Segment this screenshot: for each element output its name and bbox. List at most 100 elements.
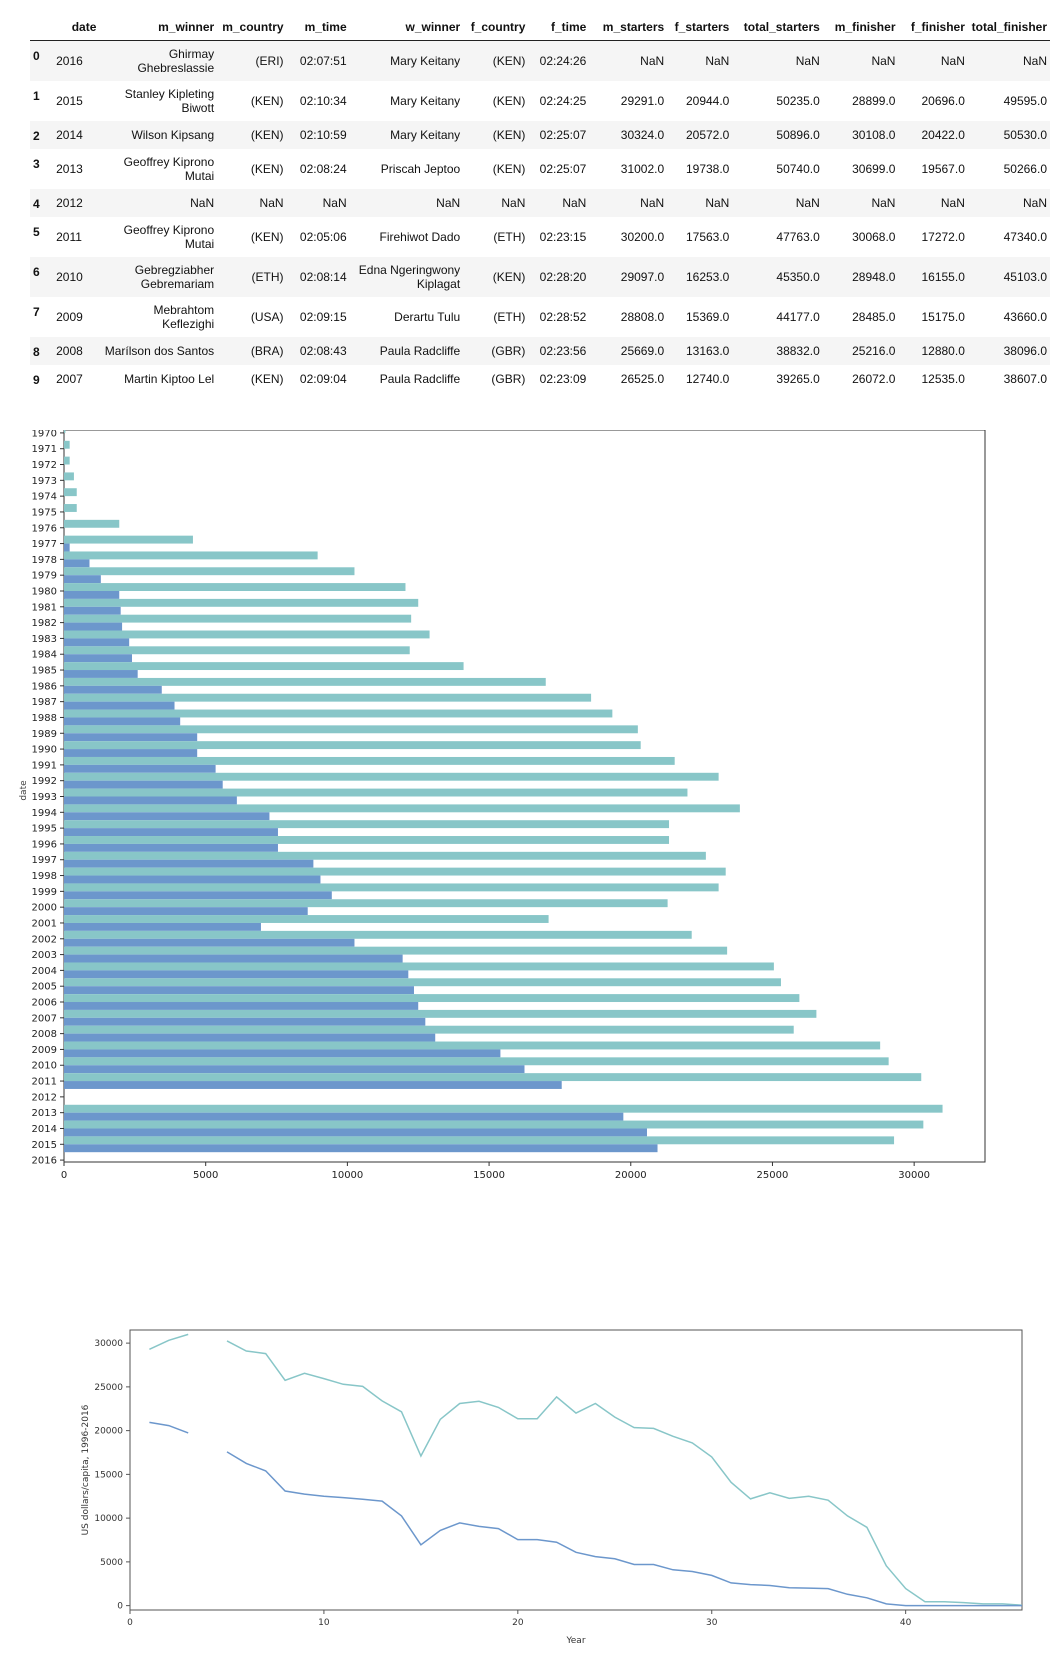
y-tick-label: 1991: [32, 760, 57, 771]
bar-series-1-1992: [64, 780, 223, 789]
table-cell: 43660.0: [1003, 310, 1047, 324]
y-tick-label: 1997: [32, 855, 57, 866]
table-cell: 29097.0: [620, 270, 665, 284]
table-cell: 44177.0: [776, 310, 820, 324]
table-cell: 50740.0: [776, 162, 820, 176]
table-cell: Firehiwot Dado: [379, 230, 461, 244]
table-cell: (KEN): [492, 54, 526, 68]
x-tick-label: 20: [512, 1618, 524, 1628]
y-tick-label: 1994: [32, 808, 57, 819]
bar-series-0-1991: [64, 756, 675, 765]
table-cell: (ETH): [493, 230, 526, 244]
x-tick-label: 0: [61, 1170, 67, 1181]
table-row: 9 2007 Martin Kiptoo Lel (KEN) 02:09:04 Paula…: [30, 365, 1050, 393]
table-cell: 26072.0: [852, 372, 896, 386]
y-tick-label: 2001: [32, 918, 57, 929]
row-index: 1: [33, 89, 40, 103]
bar-series-1-2009: [64, 1049, 501, 1058]
bar-series-1-2015: [64, 1144, 658, 1153]
bar-series-0-1985: [64, 662, 464, 671]
table-cell: Geoffrey Kiprono Mutai: [123, 155, 215, 183]
bar-series-1-2011: [64, 1081, 562, 1089]
dataframe-table: date m_winner m_country m_time w_winner f_cou…: [30, 14, 1050, 393]
y-tick-label: 10000: [94, 1514, 123, 1524]
table-cell: 47340.0: [1003, 230, 1047, 244]
table-cell: 16155.0: [921, 270, 965, 284]
bar-series-0-1986: [64, 677, 546, 686]
table-cell: 02:10:34: [299, 94, 347, 108]
table-row: 1 2015 Stanley Kipleting Biwott (KEN) 02:10:…: [30, 81, 1050, 121]
bar-series-1-2006: [64, 1002, 419, 1010]
y-tick-label: 2014: [32, 1124, 57, 1135]
y-tick-label: 1973: [32, 476, 57, 487]
table-cell: 02:23:09: [539, 372, 587, 386]
table-cell: NaN: [871, 196, 896, 210]
row-index: 5: [33, 225, 40, 239]
bar-series-1-2013: [64, 1112, 624, 1121]
x-tick-label: 20000: [615, 1170, 647, 1181]
bar-series-1-2010: [64, 1065, 525, 1074]
bar-series-0-1971: [64, 440, 70, 449]
bar-series-1-1997: [64, 859, 314, 868]
y-tick-label: 1977: [32, 539, 57, 550]
bar-series-0-1983: [64, 630, 430, 639]
table-cell: (KEN): [250, 372, 284, 386]
table-cell: 02:05:06: [299, 230, 347, 244]
y-tick-label: 1980: [32, 586, 57, 597]
y-tick-label: 20000: [94, 1427, 123, 1437]
table-cell: 50266.0: [1003, 162, 1047, 176]
header-row: date m_winner m_country m_time w_winner f_cou…: [30, 14, 1050, 41]
table-cell: 02:08:24: [299, 162, 347, 176]
y-tick-label: 1979: [32, 571, 57, 582]
table-cell: 30699.0: [852, 162, 896, 176]
bar-series-1-1986: [64, 685, 162, 694]
horizontal-bar-chart: 1970 1971 1972 1973 1974 1975 1976 1977 1978 1979…: [19, 430, 986, 1181]
column-header-total-finisher: total_finisher: [967, 14, 1050, 41]
row-index: 0: [33, 49, 40, 63]
table-cell: Edna Ngeringwony Kiplagat: [358, 263, 461, 291]
table-cell: (ETH): [493, 310, 526, 324]
bar-series-1-1980: [64, 590, 120, 599]
table-cell: (USA): [250, 310, 284, 324]
table-cell: 45350.0: [776, 270, 820, 284]
bar-series-1-2002: [64, 938, 355, 947]
y-tick-label: 1970: [32, 430, 57, 439]
line-chart: 0 10 20 30 40 0 5000 10000 15000 20000 25000 30000 Y…: [81, 1329, 1023, 1646]
column-header-f-time: f_time: [528, 14, 590, 41]
bar-series-1-1991: [64, 764, 216, 773]
y-tick-label: 1972: [32, 460, 57, 471]
bar-series-1-1983: [64, 638, 130, 647]
y-tick-label: 1983: [32, 634, 57, 645]
row-index: 4: [33, 197, 40, 211]
y-tick-label: 2005: [32, 982, 57, 993]
bar-series-0-1998: [64, 867, 726, 876]
row-index: 6: [33, 265, 40, 279]
table-cell: 2007: [56, 372, 83, 386]
table-cell: 25216.0: [852, 344, 896, 358]
table-cell: (KEN): [250, 94, 284, 108]
y-tick-label: 1976: [32, 523, 57, 534]
y-tick-label: 2000: [32, 903, 57, 914]
column-header-m-country: m_country: [217, 14, 287, 41]
bar-series-1-1979: [64, 575, 101, 584]
table-cell: NaN: [940, 54, 965, 68]
bar-series-1-1990: [64, 749, 198, 757]
y-tick-label: 25000: [94, 1383, 123, 1393]
x-tick-label: 15000: [473, 1170, 505, 1181]
table-cell: (KEN): [492, 94, 526, 108]
y-tick-label: 1995: [32, 824, 57, 835]
x-tick-label: 0: [127, 1618, 133, 1628]
table-cell: 20944.0: [685, 94, 730, 108]
bar-series-0-2005: [64, 978, 781, 987]
bar-series-1-1985: [64, 670, 138, 678]
bar-series-1-2007: [64, 1017, 426, 1026]
table-cell: (KEN): [492, 162, 526, 176]
table-cell: 47763.0: [776, 230, 820, 244]
table-cell: NaN: [940, 196, 965, 210]
bar-series-1-1993: [64, 796, 237, 805]
y-tick-label: 2004: [32, 966, 57, 977]
bar-series-1-1984: [64, 654, 133, 663]
table-cell: 12535.0: [921, 372, 965, 386]
bar-series-0-2011: [64, 1073, 922, 1082]
bar-series-1-2003: [64, 954, 403, 963]
